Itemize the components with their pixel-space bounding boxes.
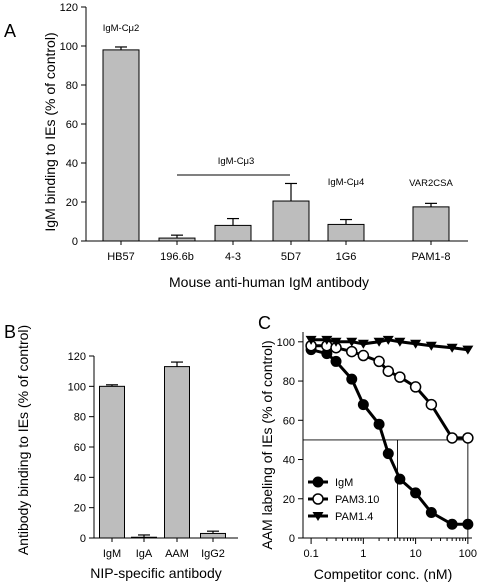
chart-c-ytick-label: 40 (283, 455, 295, 467)
chart-c-point (394, 337, 406, 347)
chart-a-xtick-label: 4-3 (225, 251, 241, 263)
chart-a-xtick-label: PAM1-8 (412, 251, 451, 263)
chart-c-legend-marker (312, 493, 324, 505)
chart-b-bar (131, 536, 157, 539)
chart-c-point (394, 473, 406, 485)
chart-c-xtick-label: 100 (459, 548, 477, 560)
chart-b-bar (200, 532, 226, 539)
chart-a-bar (272, 200, 310, 242)
chart-c-xtick-label: 1 (360, 548, 366, 560)
chart-c: AAM labeling of IEs (% of control) Compe… (259, 332, 477, 582)
chart-c-ytick-label: 20 (283, 494, 295, 506)
chart-c-point (446, 432, 458, 444)
chart-a-xtick-label: HB57 (107, 251, 135, 263)
chart-c-point (462, 432, 474, 444)
chart-c-point (382, 365, 395, 377)
chart-b-bar (99, 385, 125, 539)
chart-a-bar (214, 224, 252, 242)
chart-c-point (425, 398, 438, 411)
chart-b-xtick-label: AAM (165, 548, 189, 560)
chart-a-xtick-label: 196.6b (160, 251, 194, 263)
chart-a-annotation-cmu4: IgM-Cμ4 (328, 177, 365, 188)
chart-c-ytick-label: 60 (283, 415, 295, 427)
chart-c-point (394, 371, 406, 383)
chart-c-point (357, 339, 369, 349)
chart-a-ytick-label: 0 (72, 236, 78, 248)
chart-c-point (410, 339, 422, 349)
chart-a-ytick-label: 60 (66, 119, 78, 131)
chart-a-ytick-label: 100 (60, 41, 78, 53)
chart-b-ytick-label: 80 (74, 412, 86, 424)
chart-b-ylabel: Antibody binding to IEs (% of control) (15, 325, 31, 555)
chart-c-point (346, 337, 358, 347)
chart-a-bar (327, 223, 365, 242)
chart-a-annotation-cmu3: IgM-Cμ3 (218, 156, 255, 167)
chart-c-xtick-label: 10 (409, 548, 421, 560)
chart-c-point (425, 341, 437, 351)
chart-c-point (462, 345, 474, 355)
chart-c-point (321, 335, 333, 345)
chart-b-xtick-label: IgG2 (201, 548, 225, 560)
chart-a-ytick-label: 40 (66, 158, 78, 170)
chart-c-ytick-label: 0 (289, 533, 295, 545)
panel-a-label: A (4, 21, 16, 41)
chart-a-bar (158, 237, 196, 242)
chart-c-point (330, 337, 342, 347)
chart-c-ytick-label: 100 (277, 337, 295, 349)
chart-c-point (357, 399, 369, 411)
chart-c-point (305, 335, 317, 345)
chart-b-ytick-label: 0 (80, 533, 86, 545)
chart-c-point (382, 335, 394, 345)
chart-c-xlabel: Competitor conc. (nM) (314, 566, 452, 582)
chart-c-point (373, 337, 385, 347)
chart-c-point (330, 355, 342, 367)
chart-c-ylabel: AAM labeling of IEs (% of control) (259, 340, 275, 549)
chart-c-point (446, 343, 458, 353)
chart-c-point (462, 518, 474, 530)
chart-b-xtick-label: IgM (103, 548, 121, 560)
chart-a-bar (102, 49, 140, 242)
chart-c-ytick-label: 80 (283, 376, 295, 388)
chart-b-ytick-label: 40 (74, 472, 86, 484)
chart-c-legend-label: PAM3.10 (335, 494, 379, 506)
chart-a-bar (412, 206, 450, 242)
chart-b-ytick-label: 120 (68, 351, 86, 363)
chart-b-ytick-label: 20 (74, 503, 86, 515)
panel-c-label: C (258, 313, 271, 333)
chart-c-legend-marker (312, 476, 324, 488)
chart-c-point (410, 487, 422, 499)
chart-c-point (425, 506, 437, 518)
chart-c-point (373, 418, 385, 430)
chart-c-point (382, 448, 394, 460)
chart-a-ytick-label: 80 (66, 80, 78, 92)
chart-c-point (346, 345, 358, 358)
chart-a-annotation-cmu2: IgM-Cμ2 (103, 23, 140, 34)
chart-c-legend-marker (312, 512, 324, 521)
chart-c-point (346, 373, 358, 385)
chart-c-xtick-label: 0.1 (303, 548, 318, 560)
chart-c-point (373, 355, 385, 368)
chart-b-ytick-label: 60 (74, 442, 86, 454)
chart-c-point (409, 381, 422, 393)
chart-b: Antibody binding to IEs (% of control) N… (15, 325, 238, 581)
chart-a-ytick-label: 20 (66, 197, 78, 209)
chart-c-point (357, 349, 370, 362)
chart-a-xlabel: Mouse anti-human IgM antibody (169, 274, 369, 290)
chart-a-xtick-label: 1G6 (336, 251, 357, 263)
chart-a-ylabel: IgM binding to IEs (% of control) (42, 32, 58, 231)
panel-b-label: B (4, 322, 16, 342)
chart-a-ytick-label: 120 (60, 2, 78, 14)
chart-c-legend-label: IgM (335, 477, 353, 489)
chart-c-legend-label: PAM1.4 (335, 511, 373, 523)
chart-c-point (446, 518, 458, 530)
chart-b-ytick-label: 100 (68, 381, 86, 393)
chart-a-annotation-var2csa: VAR2CSA (409, 178, 453, 189)
chart-b-bar (164, 366, 190, 539)
chart-b-xtick-label: IgA (136, 548, 153, 560)
chart-a-xtick-label: 5D7 (281, 251, 301, 263)
chart-b-xlabel: NIP-specific antibody (90, 565, 222, 581)
chart-a: IgM binding to IEs (% of control) Mouse … (42, 2, 468, 290)
